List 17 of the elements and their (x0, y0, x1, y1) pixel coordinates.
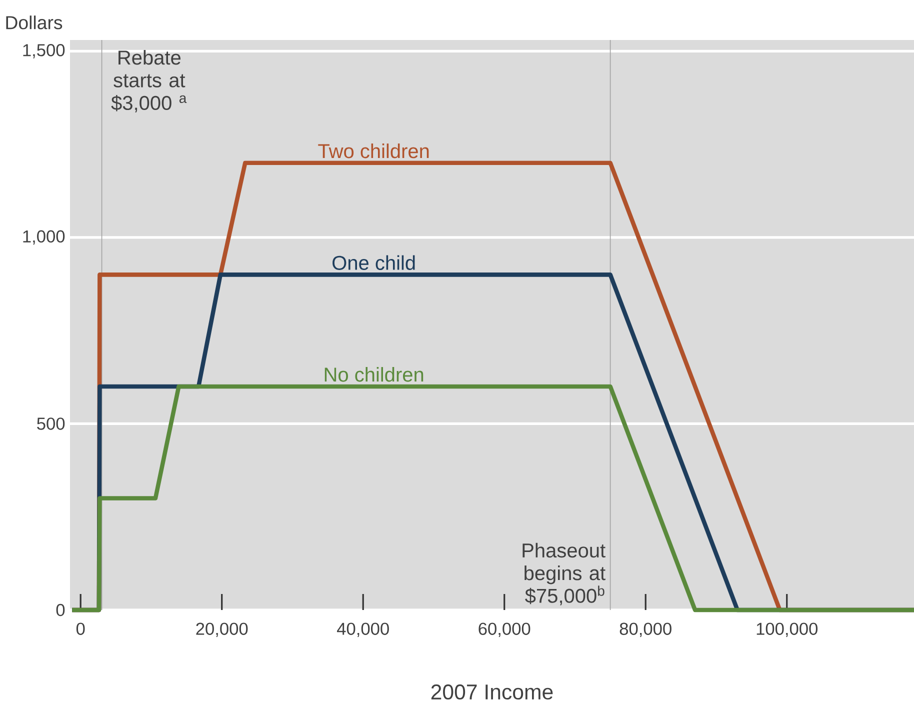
ref-line-label: Rebate starts at $3,000 $^{a}$ (111, 50, 187, 112)
series-label: No children (324, 367, 424, 382)
x-axis-title: 2007 Income (431, 684, 553, 700)
series-label: One child (332, 255, 415, 270)
y-tick-label: 500 (37, 418, 65, 430)
y-tick-label: 0 (56, 604, 65, 616)
x-tick-label: 100,000 (756, 622, 818, 638)
x-tick-label: 20,000 (196, 622, 248, 638)
x-tick-label: 80,000 (620, 622, 672, 638)
x-tick-label: 0 (76, 622, 85, 635)
y-tick-label: 1,500 (23, 44, 65, 58)
series-label: Two children (318, 144, 429, 158)
x-tick-label: 60,000 (478, 622, 530, 638)
y-axis-title: Dollars (6, 16, 62, 30)
ref-line-label: Phaseout begins at $75,000$^{b}$ (522, 542, 606, 606)
x-tick-label: 40,000 (337, 622, 389, 638)
y-tick-label: 1,000 (23, 230, 65, 245)
